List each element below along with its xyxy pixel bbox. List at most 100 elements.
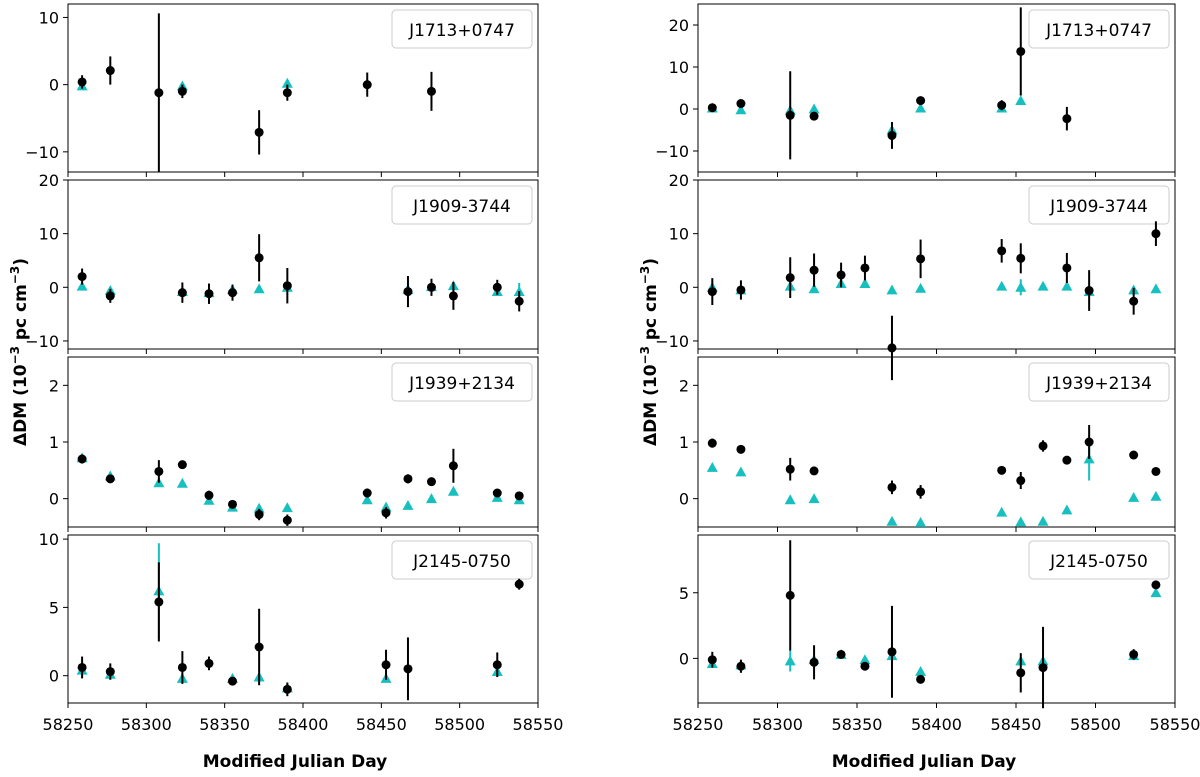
- measured-point: [707, 655, 717, 665]
- measured-point: [1016, 46, 1026, 56]
- y-axis-title-tail-exp: −3: [8, 266, 22, 284]
- x-tick-label: 58300: [121, 715, 172, 734]
- measured-point: [177, 288, 187, 298]
- measured-point: [426, 282, 436, 292]
- measured-point: [282, 281, 292, 291]
- y-tick-label: 0: [679, 100, 689, 119]
- y-tick-label: 20: [669, 16, 689, 35]
- measured-point: [492, 660, 502, 670]
- measured-point: [1129, 649, 1139, 659]
- x-tick-label: 58400: [278, 715, 329, 734]
- model-point: [1037, 515, 1049, 526]
- model-point: [1150, 283, 1162, 294]
- y-tick-label: −10: [25, 143, 59, 162]
- measured-point: [1016, 253, 1026, 263]
- measured-point: [403, 474, 413, 484]
- y-axis-title-left: ΔDM (10−3 pc cm−3): [8, 258, 31, 446]
- measured-point: [736, 99, 746, 109]
- panel-right-3: 2 1 0 J1939+2134: [679, 356, 1176, 532]
- model-point: [76, 280, 88, 291]
- measured-point: [785, 590, 795, 600]
- measured-point: [448, 461, 458, 471]
- measured-point: [77, 272, 87, 282]
- y-axis-title-main: ΔDM (10: [11, 364, 31, 446]
- y-tick-label: 10: [39, 530, 59, 549]
- y-tick-label: 20: [669, 171, 689, 190]
- measured-point: [204, 289, 214, 299]
- model-point: [1037, 280, 1049, 291]
- y-axis-title-close: ): [11, 258, 31, 266]
- measured-point: [887, 482, 897, 492]
- measured-point: [362, 488, 372, 498]
- measured-point: [736, 444, 746, 454]
- model-point: [1015, 516, 1027, 527]
- measured-point: [809, 657, 819, 667]
- pulsar-label-box: [1028, 185, 1170, 225]
- model-point: [808, 103, 820, 114]
- model-point: [253, 283, 265, 294]
- measured-point: [1084, 437, 1094, 447]
- x-tick-label: 58550: [513, 715, 564, 734]
- measured-point: [204, 658, 214, 668]
- y-tick-label: 20: [39, 171, 59, 190]
- y-axis-title-tail: pc cm: [641, 284, 661, 346]
- x-tick-label: 58500: [434, 715, 485, 734]
- y-tick-label: 10: [39, 8, 59, 27]
- measured-point: [997, 465, 1007, 475]
- panels: 100−10J1713+074720100−10J1909-3744210J19…: [25, 3, 1200, 734]
- y-tick-label: 0: [49, 667, 59, 686]
- x-axis-title-right: Modified Julian Day: [832, 752, 1017, 772]
- pulsar-label: J1909-3744: [1049, 197, 1148, 217]
- measured-point: [105, 291, 115, 301]
- x-tick-label: 58450: [991, 715, 1042, 734]
- measured-point: [282, 88, 292, 98]
- model-point: [425, 493, 437, 504]
- measured-point: [228, 288, 237, 298]
- model-point: [996, 506, 1008, 517]
- measured-point: [736, 285, 746, 295]
- model-point: [915, 102, 927, 113]
- model-point: [886, 515, 898, 526]
- measured-point: [381, 660, 391, 670]
- model-point: [176, 477, 188, 488]
- measured-point: [736, 661, 746, 671]
- measured-point: [916, 487, 926, 497]
- measured-point: [1129, 296, 1139, 306]
- y-tick-label: 1: [679, 433, 689, 452]
- panel-right-2: 20 10 0 −10 J1909-3744: [655, 171, 1176, 381]
- panel-right-1: 20 10 0 −10 J1713+0747: [655, 3, 1176, 177]
- measured-point: [1062, 114, 1072, 124]
- measured-point: [997, 246, 1007, 256]
- measured-point: [860, 263, 870, 273]
- model-point: [281, 502, 293, 513]
- pulsar-label: J1909-3744: [412, 197, 511, 217]
- measured-point: [426, 86, 436, 96]
- x-tick-label: 58350: [199, 715, 250, 734]
- measured-point: [785, 273, 795, 283]
- model-point: [784, 494, 796, 505]
- pulsar-label-box: [1028, 9, 1170, 49]
- y-tick-label: −10: [655, 332, 689, 351]
- y-tick-label: 10: [669, 58, 689, 77]
- measured-point: [887, 647, 897, 657]
- pulsar-label: J2145-0750: [412, 552, 511, 572]
- measured-point: [1151, 580, 1161, 590]
- pulsar-label: J1939+2134: [408, 374, 515, 394]
- model-point: [402, 499, 414, 510]
- measured-point: [228, 676, 237, 686]
- pulsar-label: J2145-0750: [1049, 552, 1148, 572]
- x-tick-label: 58450: [356, 715, 407, 734]
- model-point: [447, 485, 459, 496]
- measured-point: [1084, 286, 1094, 296]
- y-tick-label: −10: [25, 332, 59, 351]
- measured-point: [1151, 466, 1161, 476]
- pulsar-label-box: [391, 540, 533, 580]
- model-point: [1128, 492, 1140, 502]
- y-axis-title-tail: pc cm: [11, 284, 31, 346]
- measured-point: [282, 515, 292, 525]
- measured-point: [916, 674, 926, 684]
- measured-point: [1129, 450, 1139, 460]
- measured-point: [177, 86, 187, 96]
- measured-point: [1038, 441, 1048, 451]
- model-point: [1061, 280, 1073, 291]
